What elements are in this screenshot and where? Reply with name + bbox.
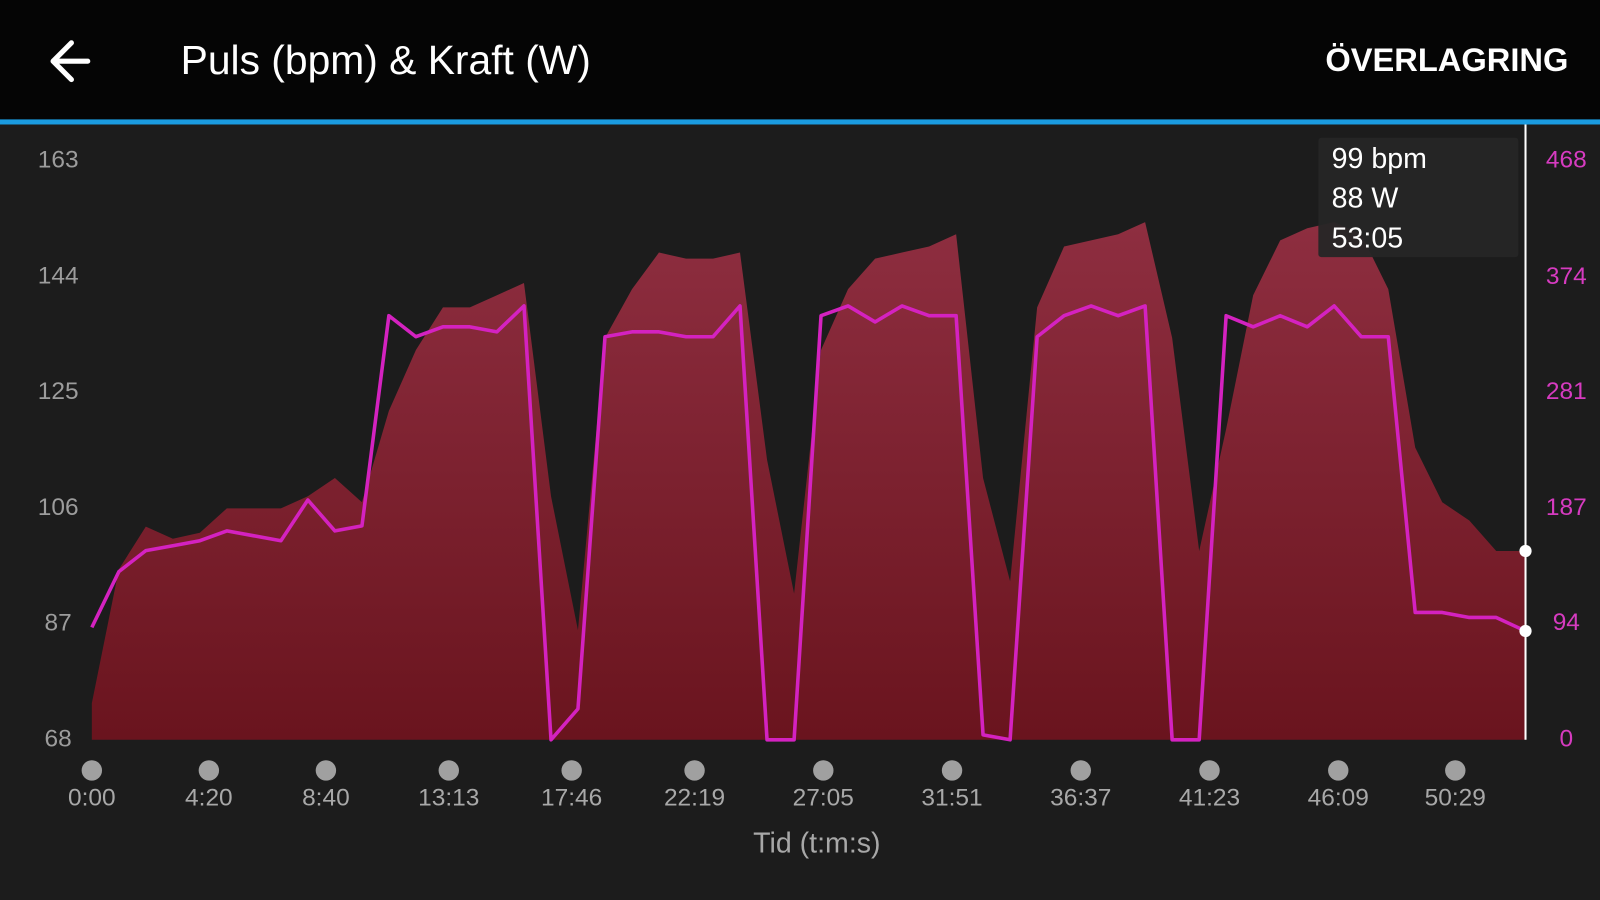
x-tick-label: 0:00 — [68, 784, 116, 811]
screen-title: Puls (bpm) & Kraft (W) — [181, 37, 591, 83]
y2-tick-label: 468 — [1546, 147, 1587, 174]
y-tick-label: 87 — [45, 610, 72, 637]
x-tick-label: 36:37 — [1050, 784, 1111, 811]
x-tick-label: 17:46 — [541, 784, 602, 811]
x-tick-dot — [198, 760, 220, 781]
x-tick-dot — [941, 760, 963, 781]
x-tick-label: 8:40 — [302, 784, 350, 811]
cursor-dot — [1519, 624, 1532, 638]
app-bar-border — [0, 119, 1600, 125]
y2-tick-label: 281 — [1546, 378, 1587, 405]
x-tick-label: 22:19 — [664, 784, 725, 811]
x-tick-dot — [315, 760, 337, 781]
app-bar — [0, 0, 1600, 121]
x-tick-label: 13:13 — [418, 784, 479, 811]
x-tick-dot — [684, 760, 705, 781]
overlay-button[interactable]: ÖVERLAGRING — [1325, 41, 1568, 78]
x-tick-dot — [1445, 760, 1466, 781]
tooltip-text: 88 W — [1332, 183, 1399, 215]
tooltip-box — [1318, 137, 1519, 258]
x-tick-dot — [561, 760, 582, 781]
x-axis-title: Tid (t:m:s) — [753, 827, 880, 859]
x-tick-dot — [1070, 760, 1091, 781]
x-tick-label: 50:29 — [1425, 784, 1486, 811]
tooltip-text: 53:05 — [1332, 222, 1403, 254]
x-tick-label: 4:20 — [185, 784, 233, 811]
y2-tick-label: 0 — [1560, 725, 1574, 752]
x-tick-label: 41:23 — [1179, 784, 1240, 811]
y-tick-label: 106 — [38, 494, 79, 521]
y2-tick-label: 374 — [1546, 263, 1587, 290]
heart-rate-area — [91, 222, 1526, 740]
y2-tick-label: 187 — [1546, 494, 1587, 521]
x-tick-label: 46:09 — [1308, 784, 1369, 811]
x-tick-label: 27:05 — [793, 784, 854, 811]
x-tick-dot — [1199, 760, 1220, 781]
x-tick-label: 31:51 — [921, 784, 982, 811]
power-line — [90, 304, 1527, 742]
cursor-dot — [1519, 544, 1532, 558]
x-tick-dot — [813, 760, 834, 781]
y-tick-label: 163 — [38, 147, 79, 174]
y-tick-label: 125 — [38, 378, 79, 405]
chart: 68 87 106 125 144 163 0 94 187 281 374 468 0:00 4:20 8… — [38, 124, 1587, 859]
y-tick-label: 144 — [38, 262, 79, 289]
y-tick-label: 68 — [45, 725, 72, 752]
x-tick-dot — [438, 760, 459, 781]
y2-tick-label: 94 — [1553, 609, 1580, 636]
x-tick-dot — [1328, 760, 1349, 781]
back-button[interactable] — [50, 40, 91, 83]
x-tick-dot — [81, 760, 103, 781]
tooltip-text: 99 bpm — [1332, 143, 1427, 175]
